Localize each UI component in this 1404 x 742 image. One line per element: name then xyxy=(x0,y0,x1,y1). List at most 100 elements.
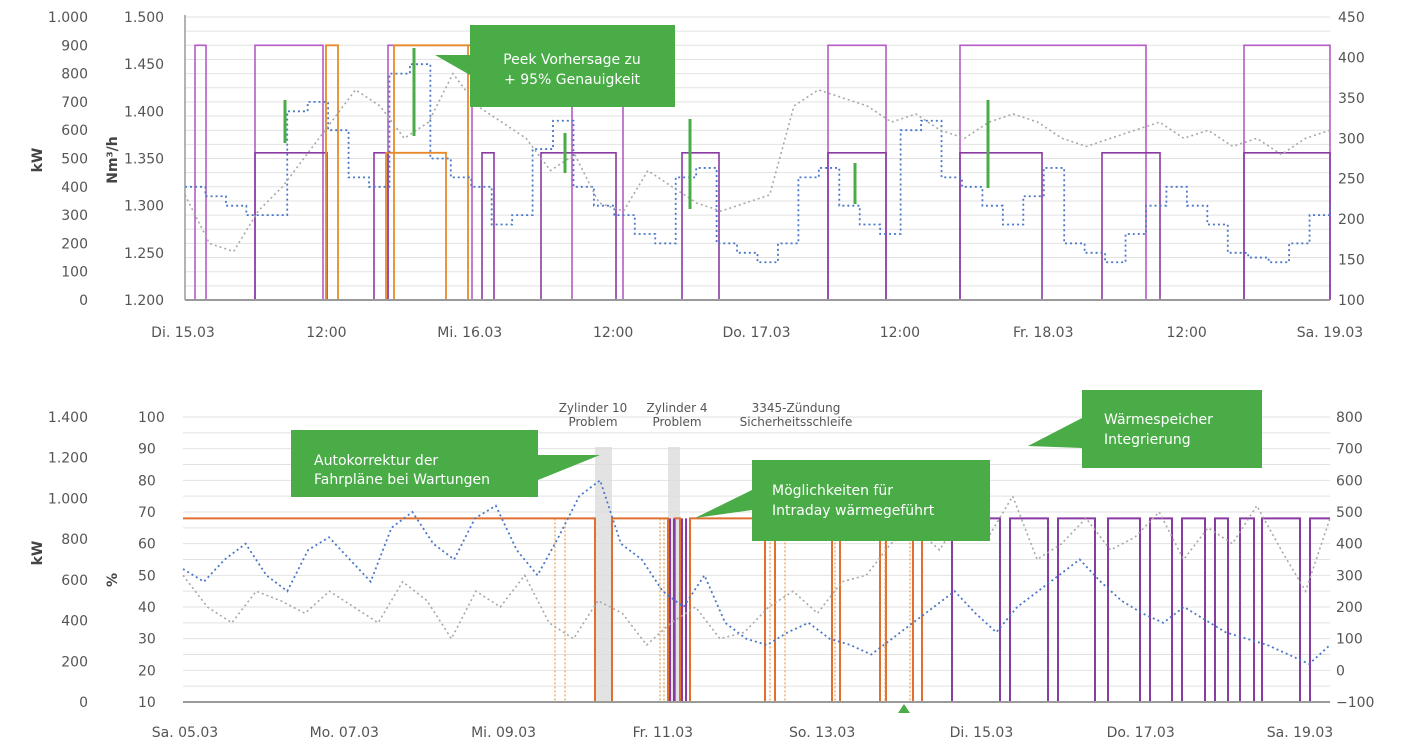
top-y-tick-right: 400 xyxy=(1338,50,1365,66)
top-y-tick-left2: 1.400 xyxy=(124,104,164,120)
top-y-tick-left2: 1.200 xyxy=(124,293,164,309)
bottom-chart-axes: 1.4001.2001.0008006004002000100908070605… xyxy=(30,410,1374,741)
top-x-tick: 12:00 xyxy=(593,325,633,341)
orange-schedule-step xyxy=(385,151,447,300)
gray-dotted-series xyxy=(184,72,1331,253)
top-y-tick-right: 100 xyxy=(1338,293,1365,309)
top-x-tick: Mi. 16.03 xyxy=(437,325,502,341)
blue-dotted-series xyxy=(185,63,1331,264)
bottom-y-tick-right: 800 xyxy=(1336,410,1363,426)
event-annotation: Problem xyxy=(568,415,617,429)
bottom-y-tick-left2: 100 xyxy=(138,410,165,426)
top-y-tick-left: 1.000 xyxy=(48,10,88,26)
bottom-y-tick-left2: 40 xyxy=(138,600,156,616)
purple-mid-step xyxy=(254,152,328,300)
top-y-tick-left: 500 xyxy=(61,152,88,168)
bottom-y-tick-left: 1.000 xyxy=(48,491,88,507)
callout-box xyxy=(435,25,675,107)
top-y-tick-right: 200 xyxy=(1338,212,1365,228)
top-x-tick: Sa. 19.03 xyxy=(1297,325,1363,341)
bottom-y-tick-right: 0 xyxy=(1336,663,1345,679)
bottom-y-tick-left: 1.400 xyxy=(48,410,88,426)
purple-mid-step xyxy=(959,152,1043,300)
purple-schedule-step xyxy=(938,517,1330,703)
top-y-tick-right: 150 xyxy=(1338,253,1365,269)
bottom-x-tick: Sa. 19.03 xyxy=(1267,725,1333,741)
bottom-x-tick: Mi. 09.03 xyxy=(471,725,536,741)
now-marker-icon xyxy=(898,704,910,713)
gray-dotted-series xyxy=(182,494,1331,647)
top-chart-axes: 1.000 900 800 700 600 500 400 300 200 100 0 1.500 1.… xyxy=(30,10,1365,341)
top-x-tick: 12:00 xyxy=(880,325,920,341)
callout-box xyxy=(1028,390,1262,468)
callout-line: Integrierung xyxy=(1104,432,1191,448)
top-y-tick-right: 350 xyxy=(1338,91,1365,107)
bottom-y-tick-left2: 30 xyxy=(138,632,156,648)
top-y-tick-right: 250 xyxy=(1338,172,1365,188)
bottom-y-tick-right: 500 xyxy=(1336,505,1363,521)
maintenance-band xyxy=(595,447,612,702)
orange-schedule-step xyxy=(325,44,339,300)
bottom-x-tick: Sa. 05.03 xyxy=(152,725,218,741)
bottom-x-tick: So. 13.03 xyxy=(789,725,855,741)
top-chart-grid xyxy=(185,16,1330,301)
callout-line: Intraday wärmegeführt xyxy=(772,503,935,519)
top-x-tick: Do. 17.03 xyxy=(722,325,790,341)
bottom-y-tick-right: 200 xyxy=(1336,600,1363,616)
bottom-y-tick-left2: 60 xyxy=(138,537,156,553)
purple-mid-step xyxy=(827,152,887,300)
purple-schedule-step xyxy=(194,44,207,300)
top-chart-callouts: Peek Vorhersage zu + 95% Genauigkeit xyxy=(435,25,675,107)
bottom-y-tick-left2: 70 xyxy=(138,505,156,521)
bottom-y-tick-left: 600 xyxy=(61,573,88,589)
bottom-y-axis-label: kW xyxy=(30,541,46,566)
bottom-y-tick-right: 400 xyxy=(1336,537,1363,553)
orange-schedule-step xyxy=(183,517,938,703)
bottom-y-tick-left: 0 xyxy=(79,695,88,711)
bottom-y-tick-left2: 20 xyxy=(138,663,156,679)
callout-line: Möglichkeiten für xyxy=(772,483,893,499)
bottom-y-tick-right: −100 xyxy=(1336,695,1374,711)
callout-line: Peek Vorhersage zu xyxy=(503,52,641,68)
bottom-y-tick-left: 1.200 xyxy=(48,451,88,467)
bottom-y-axis-label2: % xyxy=(105,573,121,587)
top-y-tick-left: 700 xyxy=(61,95,88,111)
bottom-x-tick: Fr. 11.03 xyxy=(633,725,693,741)
bottom-y-tick-left: 200 xyxy=(61,654,88,670)
event-annotation: Problem xyxy=(652,415,701,429)
callout-line: + 95% Genauigkeit xyxy=(504,72,640,88)
bottom-y-tick-right: 100 xyxy=(1336,632,1363,648)
top-y-tick-left: 0 xyxy=(79,293,88,309)
callout-box xyxy=(291,430,600,497)
top-y-tick-left2: 1.450 xyxy=(124,57,164,73)
purple-mid-step xyxy=(540,152,617,300)
event-annotation: Zylinder 4 xyxy=(647,401,708,415)
bottom-y-tick-left: 400 xyxy=(61,614,88,630)
top-y-tick-left: 400 xyxy=(61,180,88,196)
callout-box xyxy=(695,460,990,541)
purple-mid-step xyxy=(481,152,495,300)
top-y-tick-left: 100 xyxy=(61,265,88,281)
top-y-axis-label: kW xyxy=(30,148,46,173)
purple-mid-step xyxy=(1101,152,1161,300)
bottom-y-tick-left2: 10 xyxy=(138,695,156,711)
top-y-tick-left2: 1.300 xyxy=(124,199,164,215)
event-annotation: 3345-Zündung xyxy=(752,401,841,415)
callout-line: Wärmespeicher xyxy=(1104,412,1213,428)
purple-mid-step xyxy=(373,152,389,300)
callout-line: Autokorrektur der xyxy=(314,453,438,469)
top-y-tick-left: 200 xyxy=(61,236,88,252)
top-x-tick: 12:00 xyxy=(1166,325,1206,341)
bottom-y-tick-left: 800 xyxy=(61,532,88,548)
top-y-tick-left: 300 xyxy=(61,208,88,224)
callout-line: Fahrpläne bei Wartungen xyxy=(314,472,490,488)
purple-mid-step xyxy=(1243,152,1331,300)
top-x-tick: 12:00 xyxy=(306,325,346,341)
top-y-tick-left: 800 xyxy=(61,67,88,83)
top-y-tick-right: 450 xyxy=(1338,10,1365,26)
bottom-y-tick-left2: 90 xyxy=(138,442,156,458)
top-y-tick-left2: 1.250 xyxy=(124,246,164,262)
orange-schedule-step xyxy=(393,44,469,300)
top-x-tick: Fr. 18.03 xyxy=(1013,325,1073,341)
